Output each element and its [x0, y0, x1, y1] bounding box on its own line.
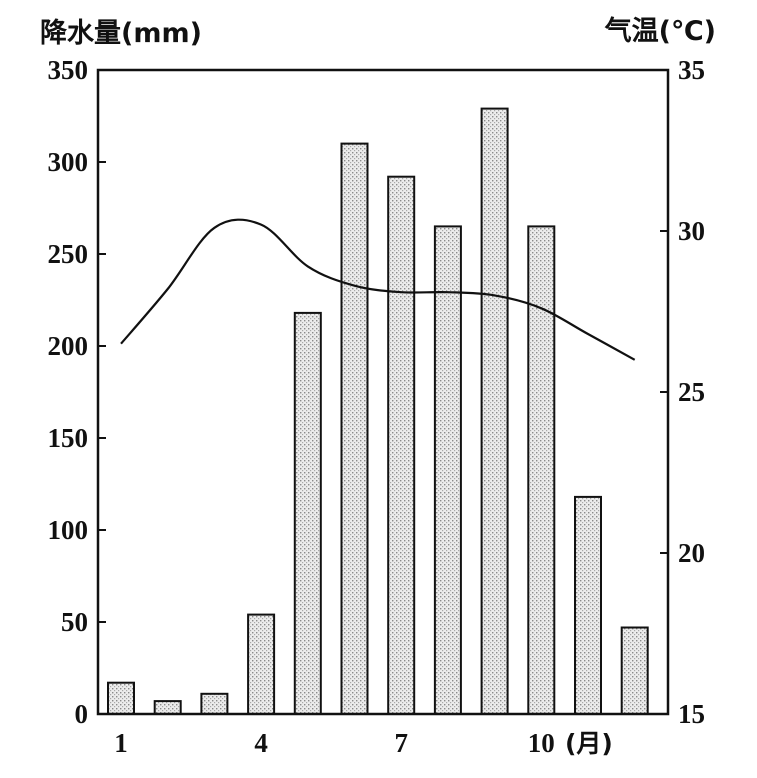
precip-bar-11 [574, 495, 602, 715]
x-tick-label-4: 4 [254, 728, 268, 758]
x-tick-label-1: 1 [114, 728, 128, 758]
right-tick-label-35: 35 [678, 55, 705, 85]
precipitation-bars [107, 107, 649, 716]
left-tick-label-300: 300 [48, 147, 89, 177]
precip-bar-10 [527, 225, 556, 715]
precip-bar-5 [293, 311, 322, 715]
right-tick-label-20: 20 [678, 538, 705, 568]
precip-bar-4 [247, 613, 276, 715]
x-axis-ticks: 1 4 7 10 [114, 728, 555, 758]
left-axis-title: 降水量(mm) [40, 18, 202, 49]
right-axis-ticks: 15 20 25 30 35 [660, 55, 705, 729]
precip-bar-3 [200, 692, 229, 715]
right-tick-label-15: 15 [678, 699, 705, 729]
x-axis-unit: (月) [565, 729, 613, 758]
precip-bar-1 [107, 681, 135, 716]
left-tick-label-100: 100 [48, 515, 89, 545]
left-tick-label-50: 50 [61, 607, 88, 637]
x-tick-label-10: 10 [528, 728, 555, 758]
left-tick-label-350: 350 [48, 55, 89, 85]
left-tick-label-200: 200 [48, 331, 89, 361]
left-tick-label-0: 0 [75, 699, 89, 729]
x-tick-label-7: 7 [394, 728, 408, 758]
precip-bar-7 [387, 175, 416, 715]
left-tick-label-250: 250 [48, 239, 89, 269]
precip-bar-6 [340, 142, 369, 716]
temperature-line [120, 218, 636, 361]
precip-bar-9 [480, 107, 509, 716]
precip-bar-2 [153, 700, 182, 715]
precip-bar-8 [433, 225, 462, 715]
right-tick-label-30: 30 [678, 216, 705, 246]
right-tick-label-25: 25 [678, 377, 705, 407]
right-axis-title: 气温(℃) [604, 16, 716, 47]
precip-bar-12 [620, 626, 649, 715]
left-tick-label-150: 150 [48, 423, 89, 453]
left-axis-ticks: 0 50 100 150 200 250 300 350 [48, 55, 106, 729]
